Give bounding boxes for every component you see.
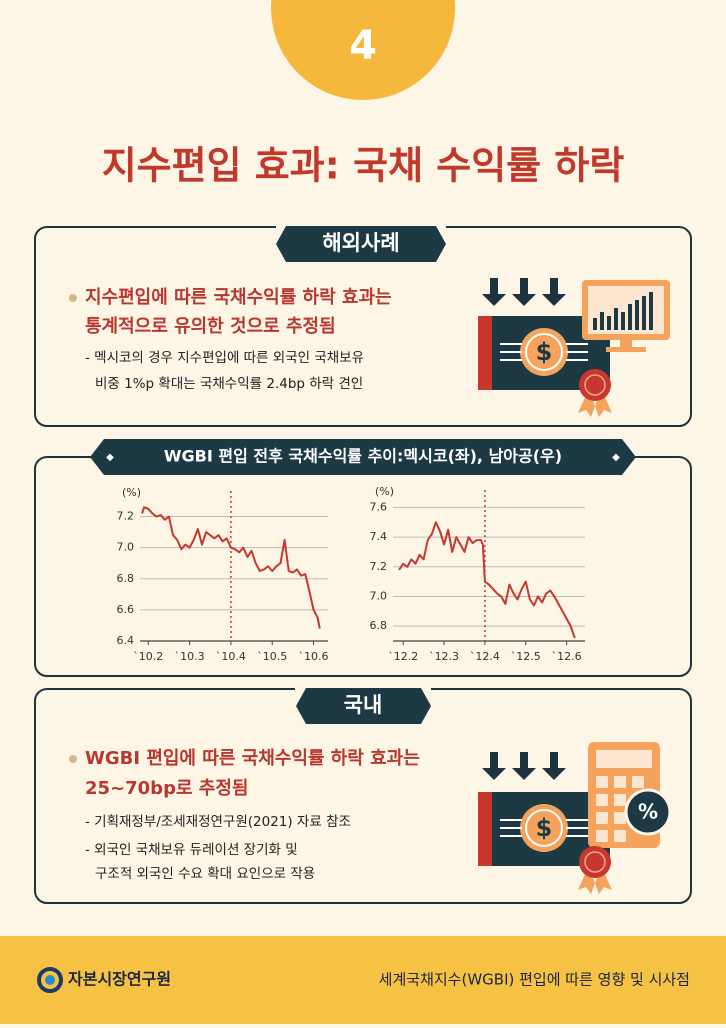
- x-tick-label: `12.4: [470, 650, 500, 663]
- section-label: 국내: [344, 693, 383, 717]
- x-tick-label: `10.2: [133, 650, 163, 663]
- note-text: 구조적 외국인 수요 확대 요인으로 작용: [95, 866, 315, 882]
- y-tick-label: 7.0: [117, 541, 135, 554]
- bullet-text: WGBI 편입에 따른 국채수익률 하락 효과는: [85, 747, 420, 769]
- y-axis-label: (%): [122, 486, 141, 499]
- badge-circle: [271, 0, 455, 100]
- x-tick-label: `12.2: [388, 650, 418, 663]
- note-text: - 멕시코의 경우 지수편입에 따른 외국인 국채보유: [85, 350, 364, 366]
- chart-panel-label-bg: [90, 439, 636, 475]
- bullet-text: 지수편입에 따른 국채수익률 하락 효과는: [85, 286, 392, 308]
- section-label: 해외사례: [322, 231, 399, 255]
- y-tick-label: 6.8: [370, 619, 388, 632]
- x-tick-label: `10.6: [299, 650, 329, 663]
- diamond: ◆: [106, 452, 114, 463]
- data-line: [141, 506, 321, 629]
- x-tick-label: `10.5: [257, 650, 287, 663]
- icon-dollar: $: [536, 338, 553, 366]
- y-tick-label: 7.4: [370, 530, 388, 543]
- x-tick-label: `12.3: [429, 650, 459, 663]
- x-tick-label: `12.5: [511, 650, 541, 663]
- data-line: [398, 521, 576, 639]
- footer-org: 자본시장연구원: [68, 970, 171, 989]
- section-label-bg: [296, 688, 431, 724]
- y-tick-label: 6.8: [117, 572, 135, 585]
- bullet-text: 25~70bp로 추정됨: [85, 778, 248, 799]
- y-tick-label: 7.2: [117, 510, 135, 523]
- money-illustration: [478, 278, 670, 417]
- logo: [37, 967, 63, 993]
- y-tick-label: 6.6: [117, 603, 135, 616]
- bullet-dot: [69, 294, 77, 302]
- charts: (%) 6.4 6.6 6.8 7.0 7.2 `10.2 `10.3 `10.4 `10.5 `1…: [117, 485, 585, 663]
- note-text: 비중 1%p 확대는 국채수익률 2.4bp 하락 견인: [95, 376, 363, 392]
- y-tick-label: 7.2: [370, 560, 388, 573]
- icon-dollar: $: [536, 814, 553, 842]
- y-tick-label: 6.4: [117, 634, 135, 647]
- chart-panel-title: WGBI 편입 전후 국채수익률 추이:멕시코(좌), 남아공(우): [164, 447, 562, 466]
- x-tick-label: `12.6: [552, 650, 582, 663]
- page-title: 지수편입 효과: 국채 수익률 하락: [102, 144, 625, 188]
- bullet-text: 통계적으로 유의한 것으로 추정됨: [85, 316, 336, 337]
- y-tick-label: 7.6: [370, 500, 388, 513]
- logo-core: [45, 975, 55, 985]
- icon-percent: %: [638, 800, 658, 824]
- calculator-illustration: [478, 742, 672, 894]
- y-axis-label: (%): [375, 485, 394, 498]
- badge-number: 4: [349, 23, 377, 69]
- x-tick-label: `10.4: [216, 650, 246, 663]
- note-text: - 외국인 국채보유 듀레이션 장기화 및: [85, 842, 298, 858]
- note-text: - 기획재정부/조세재정연구원(2021) 자료 참조: [85, 814, 351, 830]
- footer-caption: 세계국채지수(WGBI) 편입에 따른 영향 및 시사점: [379, 971, 690, 989]
- footer-band: [0, 936, 726, 1024]
- section-label-bg: [276, 226, 446, 262]
- bullet-dot: [69, 755, 77, 763]
- x-tick-label: `10.3: [175, 650, 205, 663]
- y-tick-label: 7.0: [370, 589, 388, 602]
- diamond: ◆: [612, 452, 620, 463]
